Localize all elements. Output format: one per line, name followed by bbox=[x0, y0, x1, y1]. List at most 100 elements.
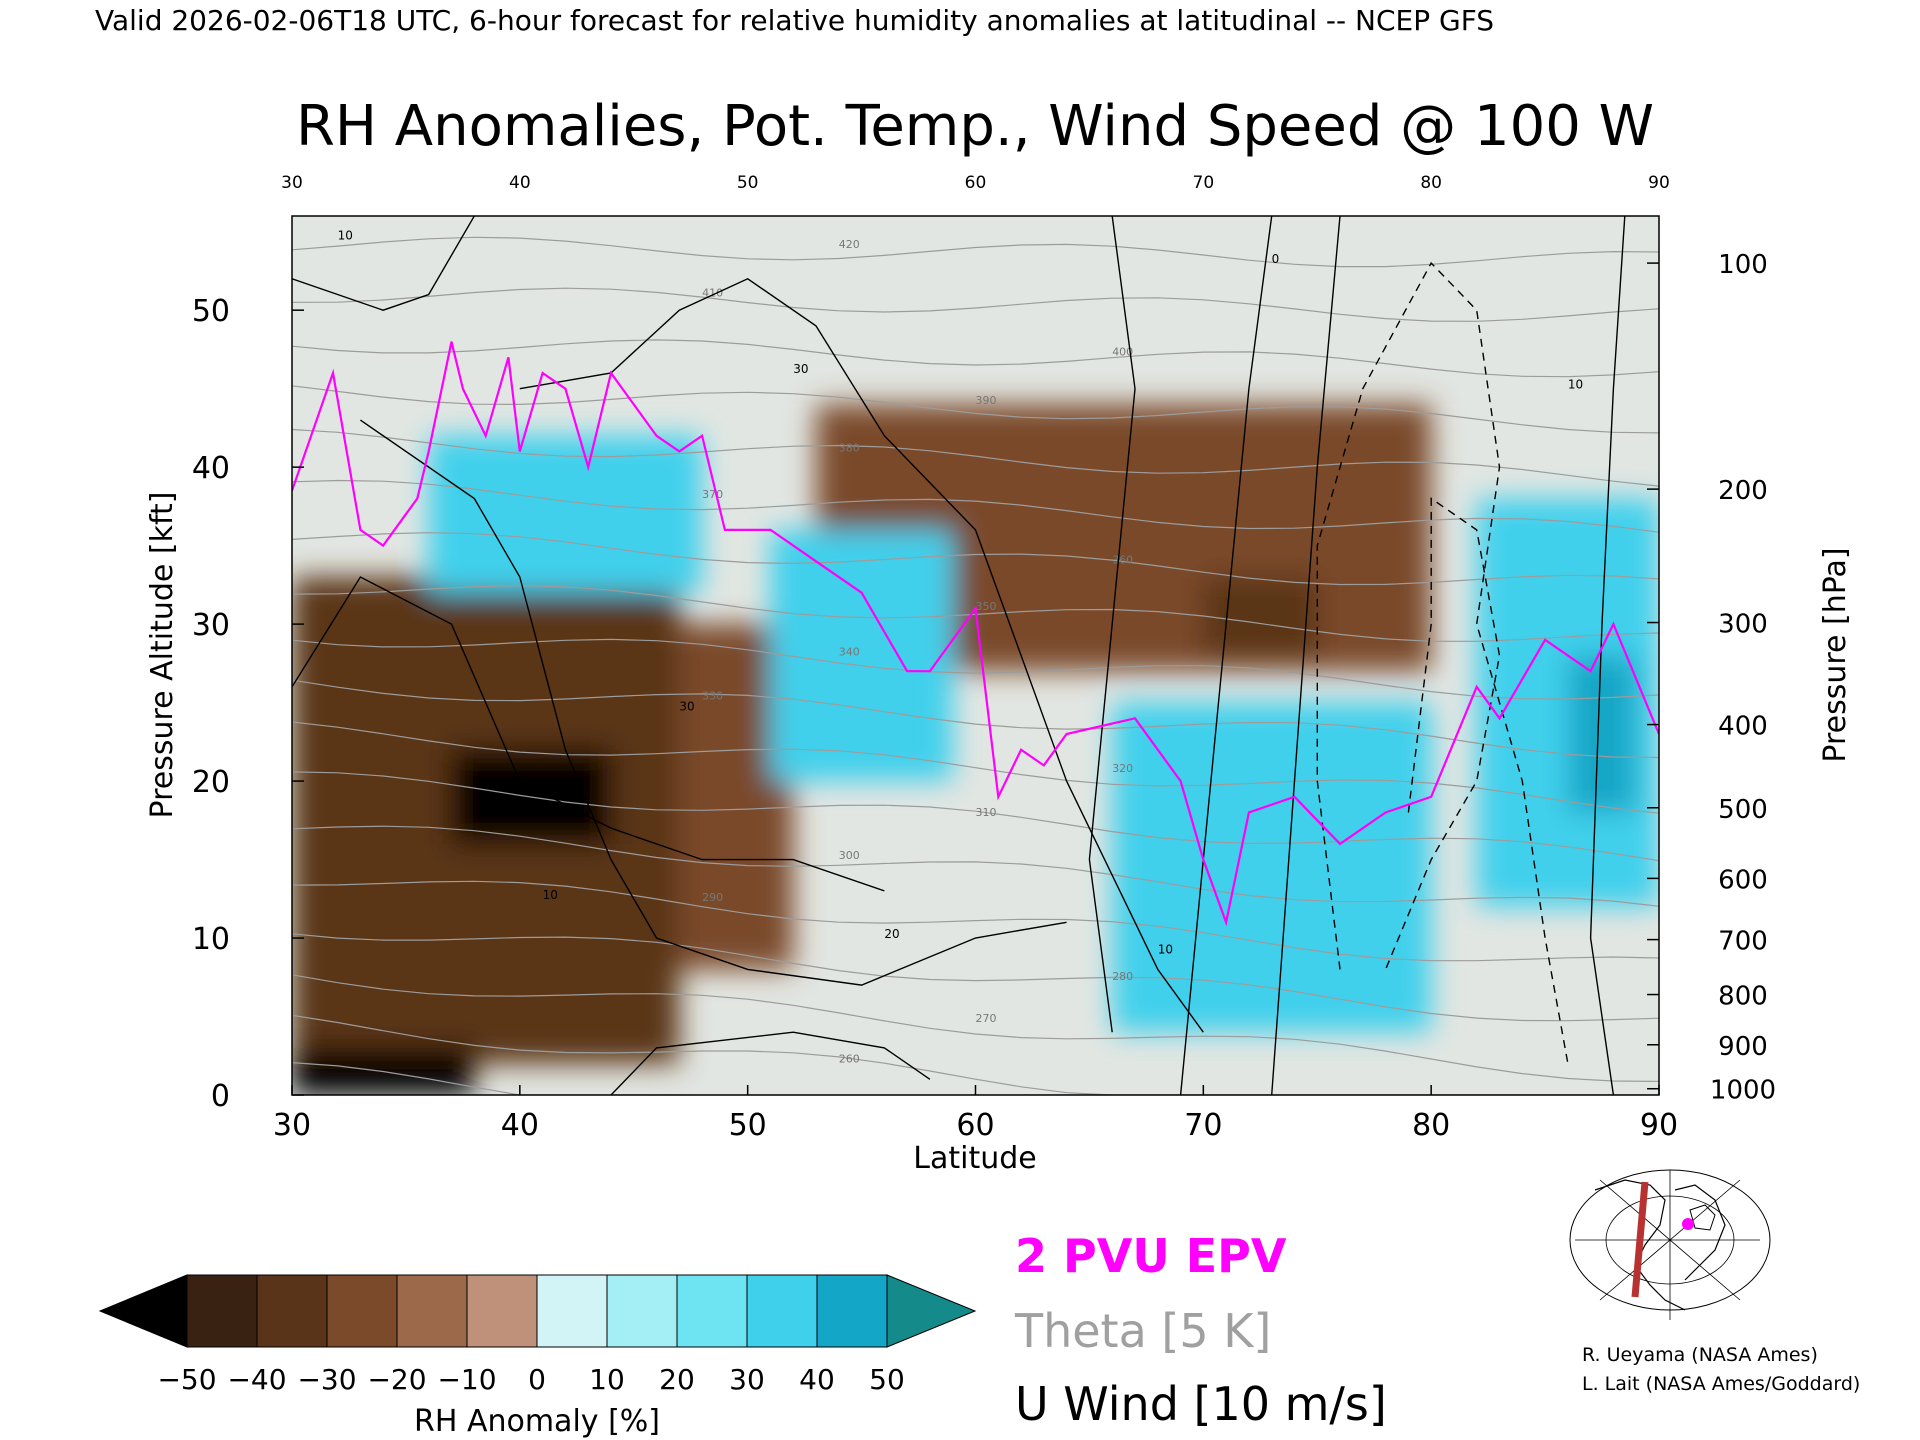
u-wind-contour-label: 30 bbox=[679, 699, 694, 713]
x-top-tick-label: 50 bbox=[737, 173, 759, 193]
y-tick-label: 50 bbox=[192, 294, 230, 329]
u-wind-contour-label: 10 bbox=[1158, 943, 1173, 957]
colorbar-under-arrow bbox=[98, 1274, 188, 1348]
u-wind-contour bbox=[1088, 216, 1136, 1033]
x-tick-label: 70 bbox=[1184, 1108, 1222, 1143]
colorbar-tick-label: 30 bbox=[729, 1363, 765, 1396]
theta-contour bbox=[292, 638, 1659, 700]
u-wind-contour-label: 10 bbox=[543, 888, 558, 902]
theta-contour-label: 280 bbox=[1112, 970, 1133, 983]
colorbar-segment bbox=[396, 1274, 468, 1348]
legend-wind: U Wind [10 m/s] bbox=[1015, 1377, 1387, 1431]
u-wind-contour bbox=[519, 277, 1204, 1033]
theta-contour-label: 410 bbox=[702, 287, 723, 300]
epv-2pvu-line bbox=[292, 341, 1659, 927]
colorbar-segment bbox=[606, 1274, 678, 1348]
u-wind-contour-negative bbox=[1316, 261, 1569, 1064]
pressure-tick-label: 800 bbox=[1718, 982, 1768, 1012]
y-tick-label: 10 bbox=[192, 922, 230, 957]
u-wind-contours: 10 10 10 0 30 30 20 10 bbox=[292, 216, 1626, 1095]
legend-theta: Theta [5 K] bbox=[1014, 1304, 1271, 1358]
x-tick-label: 90 bbox=[1640, 1108, 1678, 1143]
theta-contour-label: 390 bbox=[976, 394, 997, 407]
epv-line-path bbox=[292, 341, 1659, 927]
x-top-tick-label: 90 bbox=[1648, 173, 1670, 193]
theta-contour bbox=[292, 679, 1659, 759]
x-top-tick-label: 40 bbox=[509, 173, 531, 193]
theta-contour-label: 330 bbox=[702, 690, 723, 703]
u-wind-contour bbox=[292, 576, 885, 892]
theta-contour-label: 370 bbox=[702, 488, 723, 501]
x-tick-label: 40 bbox=[501, 1108, 539, 1143]
theta-contour bbox=[292, 880, 1659, 962]
u-wind-contour bbox=[1589, 216, 1626, 1095]
theta-contour bbox=[292, 974, 1659, 1082]
colorbar-tick-label: 50 bbox=[869, 1363, 905, 1396]
y-tick-label: 30 bbox=[192, 608, 230, 643]
x-top-tick-label: 60 bbox=[965, 173, 987, 193]
theta-contour bbox=[292, 1014, 1659, 1095]
credit-line-2: L. Lait (NASA Ames/Goddard) bbox=[1582, 1373, 1860, 1395]
y-axis-label-right: Pressure [hPa] bbox=[1818, 547, 1853, 762]
theta-contour-label: 340 bbox=[839, 645, 860, 658]
u-wind-contour-label: 10 bbox=[1568, 378, 1583, 392]
theta-contour-label: 380 bbox=[839, 442, 860, 455]
colorbar-label: RH Anomaly [%] bbox=[414, 1404, 660, 1439]
rh-anomaly-region bbox=[1567, 655, 1637, 813]
axes: 3030404050506060707080809090010203040501… bbox=[192, 173, 1776, 1143]
theta-contour-label: 300 bbox=[839, 849, 860, 862]
x-tick-label: 60 bbox=[956, 1108, 994, 1143]
colorbar-tick-label: 10 bbox=[589, 1363, 625, 1396]
pressure-tick-label: 600 bbox=[1718, 865, 1768, 895]
u-wind-contour bbox=[1271, 216, 1341, 1095]
theta-contour bbox=[292, 825, 1659, 907]
colorbar-segment bbox=[186, 1274, 258, 1348]
colorbar-tick-label: −40 bbox=[227, 1363, 286, 1396]
rh-anomaly-region bbox=[770, 529, 953, 782]
theta-contour-label: 290 bbox=[702, 891, 723, 904]
pressure-tick-label: 100 bbox=[1718, 250, 1768, 280]
colorbar-segment bbox=[746, 1274, 818, 1348]
theta-contour-label: 350 bbox=[976, 600, 997, 613]
theta-contour bbox=[292, 933, 1659, 1022]
pressure-tick-label: 900 bbox=[1718, 1032, 1768, 1062]
theta-contour bbox=[292, 287, 1659, 322]
theta-contour-label: 260 bbox=[839, 1053, 860, 1066]
pressure-tick-label: 200 bbox=[1718, 476, 1768, 506]
rh-anomaly-region bbox=[1112, 702, 1432, 1033]
colorbar-segment bbox=[676, 1274, 748, 1348]
u-wind-contour bbox=[292, 216, 475, 311]
colorbar-segment bbox=[816, 1274, 888, 1348]
theta-contour-label: 270 bbox=[976, 1012, 997, 1025]
theta-contour bbox=[292, 721, 1659, 814]
legend-epv: 2 PVU EPV bbox=[1015, 1229, 1287, 1283]
valid-time-line: Valid 2026-02-06T18 UTC, 6-hour forecast… bbox=[95, 4, 1494, 37]
u-wind-contour bbox=[1179, 216, 1273, 1095]
colorbar-segment bbox=[256, 1274, 328, 1348]
u-wind-contour-label: 20 bbox=[884, 927, 899, 941]
colorbar-tick-label: −50 bbox=[157, 1363, 216, 1396]
colorbar-segment bbox=[466, 1274, 538, 1348]
pressure-tick-label: 1000 bbox=[1710, 1076, 1776, 1106]
theta-contour-label: 420 bbox=[839, 238, 860, 251]
colorbar-tick-label: 20 bbox=[659, 1363, 695, 1396]
x-top-tick-label: 80 bbox=[1420, 173, 1442, 193]
locator-map bbox=[1565, 1169, 1771, 1320]
u-wind-contour bbox=[360, 419, 1067, 986]
x-axis-label: Latitude bbox=[913, 1141, 1036, 1176]
theta-contour bbox=[292, 479, 1659, 533]
colorbar: −50 −40 −30 −20 −10 0 10 20 30 40 50 bbox=[98, 1274, 977, 1396]
x-top-tick-label: 30 bbox=[281, 173, 303, 193]
y-tick-label: 20 bbox=[192, 765, 230, 800]
pressure-tick-label: 300 bbox=[1718, 610, 1768, 640]
colorbar-tick-label: −20 bbox=[367, 1363, 426, 1396]
rh-anomaly-region bbox=[1203, 577, 1318, 656]
u-wind-contour-label: 10 bbox=[338, 229, 353, 243]
y-axis-label: Pressure Altitude [kft] bbox=[145, 492, 180, 819]
x-tick-label: 30 bbox=[273, 1108, 311, 1143]
u-wind-contour-label: 30 bbox=[793, 362, 808, 376]
theta-contour-label: 310 bbox=[976, 806, 997, 819]
colorbar-segment bbox=[536, 1274, 608, 1348]
u-wind-contour-label: 0 bbox=[1272, 252, 1280, 266]
